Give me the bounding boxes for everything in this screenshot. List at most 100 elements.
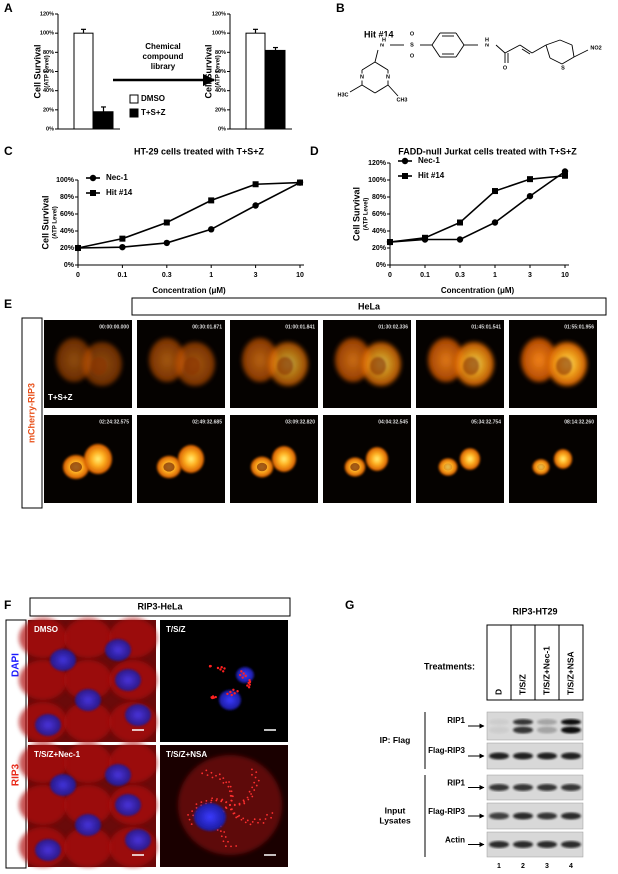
cell-red [19,660,67,700]
bar [93,111,114,130]
atom-label: CH3 [396,97,407,103]
marker-circle [491,219,499,226]
chart-title: FADD-null Jurkat cells treated with T+S+… [398,146,577,156]
band [513,784,533,791]
puncta [229,785,232,788]
band [489,784,509,791]
atom-label: H [382,37,386,43]
nucleus [256,462,268,472]
x-tick-label: 0.3 [162,272,172,279]
nucleus [105,764,131,786]
cell [532,459,550,475]
y-tick-label: 80% [372,194,387,201]
cell [56,338,92,382]
legend-label: Nec-1 [418,156,440,165]
channel-label: mCherry-RIP3 [26,383,36,443]
cell-red [19,743,67,783]
puncta [195,803,198,805]
x-tick-label: 10 [296,272,304,279]
panel-letter: F [4,598,11,612]
nucleus [184,357,200,375]
x-tick-label: 0.1 [118,272,128,279]
y-tick-label: 80% [215,50,226,56]
cell-red [64,743,112,783]
y-tick-label: 0% [46,126,54,132]
x-tick-label: 0.1 [420,272,430,279]
microscopy-image: T/S/Z+NSA [160,745,288,867]
atom-label: H3C [337,92,348,98]
marker-square [562,172,568,179]
puncta [233,692,236,695]
microscopy-image: 01:55:01.956 [509,320,597,408]
nucleus [163,462,175,472]
band [513,841,533,848]
atom-label: H [485,37,489,43]
nucleus [50,649,76,671]
puncta [221,798,224,801]
channel-label: RIP3 [11,763,22,786]
puncta [235,845,238,847]
puncta [216,798,218,800]
marker-square [422,234,428,241]
band-label: RIP1 [447,716,465,725]
bond [431,44,441,58]
x-tick-label: 3 [528,272,532,279]
marker-square [492,188,498,195]
y-axis-label: Cell Survival [40,195,50,249]
condition-label: DMSO [34,625,58,634]
header-box [29,597,291,617]
y-axis-label-sub: (ATP Level) [45,55,51,87]
puncta [271,812,274,814]
puncta [206,774,209,777]
marker-circle [252,202,259,209]
group-label: Input [385,805,406,815]
panel-letter: C [4,144,13,158]
lane-label: T/S/Z [517,674,527,695]
puncta [242,672,245,675]
puncta [232,812,235,815]
cell-red [64,660,112,700]
atom-label: O [503,65,508,71]
cell [177,445,205,473]
band-label: Flag-RIP3 [428,746,465,755]
y-tick-label: 40% [43,88,54,94]
marker-square [387,239,393,246]
marker-square [90,190,96,196]
chart-title: HT-29 cells treated with T+S+Z [134,146,265,156]
x-axis-label: Concentration (μM) [441,286,515,295]
atom-bg [483,36,491,44]
puncta [219,778,221,781]
nucleus [350,463,360,471]
puncta [210,801,212,804]
puncta [235,816,238,819]
band [561,841,581,848]
marker-square [402,173,408,179]
nucleus [91,357,107,375]
condition-label: T/S/Z [166,625,186,634]
marker-square [527,176,533,183]
atom-bg [380,36,388,44]
puncta [246,796,249,799]
bar [73,32,94,130]
puncta [243,801,245,803]
puncta [230,693,233,697]
puncta [228,781,230,783]
band-label: Actin [445,836,465,845]
bond [561,56,575,65]
puncta [223,831,226,833]
puncta [248,790,251,793]
x-tick-label: 0 [388,272,392,279]
bond [431,32,441,46]
puncta [240,670,243,673]
y-axis-label: Cell Survival [32,44,42,98]
nucleus [443,463,453,471]
puncta [211,797,214,800]
y-tick-label: 100% [40,31,54,37]
marker-square [457,219,463,226]
band [513,752,533,760]
marker-circle [526,192,534,200]
atom-bg [592,44,600,52]
bond [531,44,547,54]
microscopy-image: 00:00:00.000 T+S+Z [44,320,132,408]
puncta [205,800,208,802]
